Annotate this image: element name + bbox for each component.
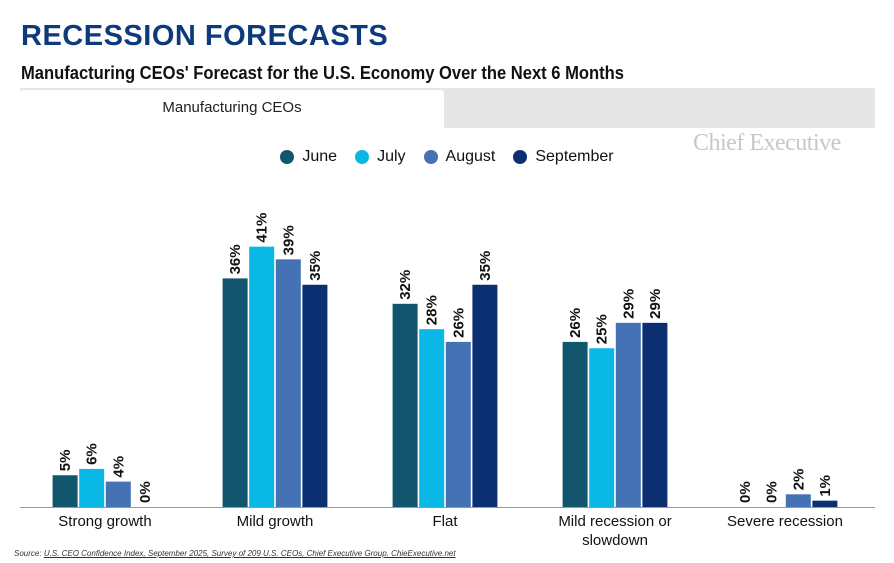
data-label: 26%	[450, 308, 467, 338]
x-tick-label: slowdown	[582, 532, 648, 549]
legend-label: July	[377, 148, 406, 165]
legend-marker	[355, 150, 370, 164]
legend-marker	[513, 150, 528, 164]
legend-item-june[interactable]: June	[250, 148, 337, 166]
legend-item-august[interactable]: August	[394, 148, 496, 166]
bar-august[interactable]	[785, 494, 811, 507]
data-label: 0%	[737, 481, 754, 503]
page-title: RECESSION FORECASTS	[21, 20, 389, 52]
source-label: Source:	[14, 549, 42, 558]
bar-september[interactable]	[472, 284, 498, 507]
data-label: 26%	[567, 308, 584, 338]
bar-september[interactable]	[642, 322, 668, 507]
bar-july[interactable]	[249, 246, 275, 507]
x-tick-label: Mild growth	[237, 513, 314, 530]
x-tick-label: Strong growth	[58, 513, 151, 530]
data-label: 5%	[57, 450, 74, 472]
data-label: 0%	[764, 481, 781, 503]
legend-label: September	[535, 148, 614, 165]
legend-item-september[interactable]: September	[483, 148, 614, 166]
data-label: 35%	[307, 251, 324, 281]
chief-executive-logo: Chief Executive	[693, 130, 841, 156]
data-label: 29%	[647, 289, 664, 319]
data-label: 28%	[424, 295, 441, 325]
bar-august[interactable]	[275, 259, 301, 507]
legend-marker	[423, 150, 438, 164]
bar-august[interactable]	[615, 322, 641, 507]
x-tick-label: Severe recession	[727, 513, 843, 530]
bar-august[interactable]	[445, 341, 471, 507]
bar-june[interactable]	[562, 341, 588, 507]
x-tick-label: Flat	[432, 513, 458, 530]
bar-september[interactable]	[302, 284, 328, 507]
data-label: 1%	[817, 475, 834, 497]
legend-label: June	[302, 148, 338, 165]
source-note: Source: U.S. CEO Confidence Index, Septe…	[14, 549, 456, 558]
bar-july[interactable]	[419, 329, 445, 507]
data-label: 29%	[620, 289, 637, 319]
legend: June July August September	[0, 148, 894, 166]
bar-july[interactable]	[79, 468, 105, 507]
data-label: 4%	[110, 456, 127, 478]
data-label: 32%	[397, 270, 414, 300]
tab-bar: Manufacturing CEOs	[20, 88, 875, 128]
source-link[interactable]: U.S. CEO Confidence Index, September 202…	[43, 549, 456, 558]
data-label: 41%	[254, 213, 271, 243]
x-tick-label: Mild recession or	[558, 513, 671, 530]
data-label: 36%	[227, 244, 244, 274]
data-label: 6%	[84, 443, 101, 465]
tab-manufacturing-ceos[interactable]: Manufacturing CEOs	[20, 90, 444, 128]
data-label: 0%	[137, 481, 154, 503]
bar-september[interactable]	[812, 500, 838, 507]
legend-label: August	[445, 148, 496, 165]
data-label: 25%	[594, 314, 611, 344]
bar-june[interactable]	[222, 278, 248, 507]
legend-marker	[280, 150, 295, 164]
bar-june[interactable]	[52, 475, 78, 507]
data-label: 2%	[790, 469, 807, 491]
bar-august[interactable]	[105, 481, 131, 507]
data-label: 39%	[280, 225, 297, 255]
legend-item-july[interactable]: July	[325, 148, 406, 166]
bar-june[interactable]	[392, 303, 418, 507]
bar-july[interactable]	[589, 348, 615, 507]
chart-subtitle: Manufacturing CEOs' Forecast for the U.S…	[21, 63, 624, 83]
data-label: 35%	[477, 251, 494, 281]
